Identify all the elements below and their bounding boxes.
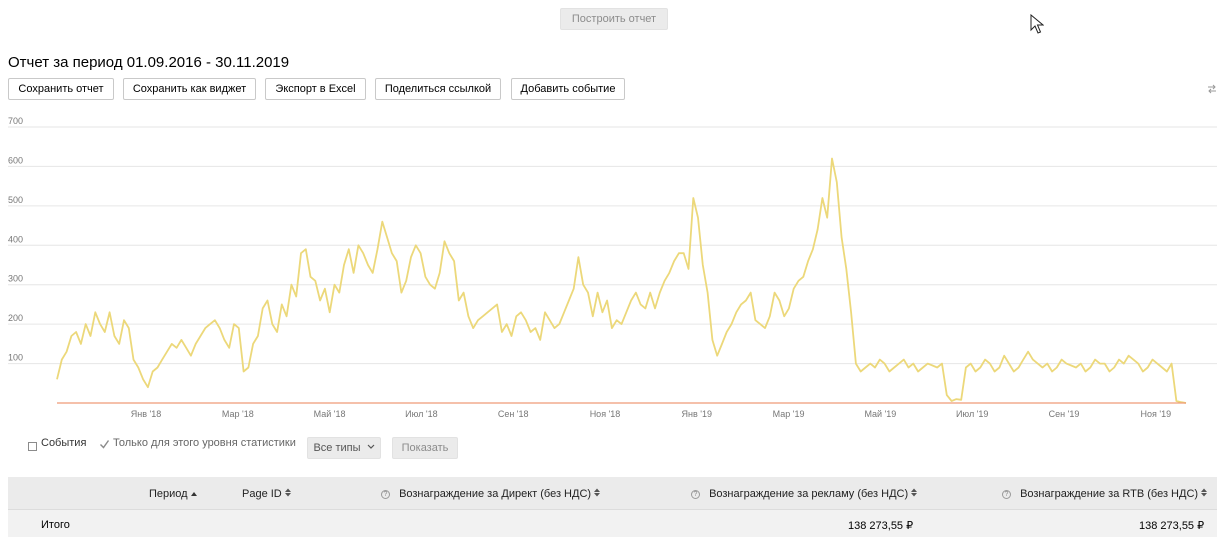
x-tick-label: Сен '19 [1049, 409, 1080, 419]
chevron-down-icon [367, 444, 374, 449]
x-tick-label: Май '19 [864, 409, 896, 419]
column-ad-reward[interactable]: ? Вознаграждение за рекламу (без НДС) [691, 488, 918, 500]
y-tick-label: 400 [8, 234, 23, 244]
column-page-id-label: Page ID [242, 488, 282, 500]
events-label: События [41, 437, 87, 449]
line-chart: 100 200 300 400 500 600 700 Янв '18 Мар '18 Май … [8, 116, 1217, 419]
y-axis: 100 200 300 400 500 600 700 [8, 116, 23, 363]
events-checkbox[interactable] [28, 442, 37, 451]
total-label: Итого [41, 519, 70, 531]
mouse-cursor-icon [1030, 14, 1044, 34]
x-tick-label: Июл '19 [956, 409, 989, 419]
y-tick-label: 600 [8, 155, 23, 165]
sort-asc-icon [190, 492, 197, 496]
column-rtb-reward-label: Вознаграждение за RTB (без НДС) [1020, 488, 1199, 500]
sort-icon [1201, 488, 1208, 497]
y-tick-label: 500 [8, 195, 23, 205]
x-tick-label: Ноя '19 [1140, 409, 1171, 419]
total-ad-reward: 138 273,55 ₽ [848, 520, 914, 532]
column-ad-reward-label: Вознаграждение за рекламу (без НДС) [709, 488, 909, 500]
chart-series [56, 157, 1187, 404]
x-tick-label: Сен '18 [498, 409, 529, 419]
sort-icon [594, 488, 601, 497]
save-as-widget-button[interactable]: Сохранить как виджет [123, 78, 256, 100]
y-tick-label: 100 [8, 353, 23, 363]
y-tick-label: 700 [8, 116, 23, 126]
series-line [56, 157, 1187, 404]
chart-settings-icon[interactable] [1207, 84, 1217, 94]
table-header: Период Page ID ? Вознаграждение за Дирек… [8, 477, 1217, 509]
column-direct-reward-label: Вознаграждение за Директ (без НДС) [399, 488, 592, 500]
checkmark-icon[interactable] [99, 439, 110, 450]
only-level-label: Только для этого уровня статистики [113, 437, 296, 449]
column-period[interactable]: Период [149, 488, 197, 500]
sort-icon [911, 488, 918, 497]
show-button[interactable]: Показать [392, 437, 458, 459]
all-types-dropdown[interactable]: Все типы [307, 437, 381, 459]
x-tick-label: Янв '19 [682, 409, 712, 419]
table-total-row: Итого 138 273,55 ₽ 138 273,55 ₽ [8, 509, 1217, 537]
column-page-id[interactable]: Page ID [242, 488, 291, 500]
help-icon[interactable]: ? [1002, 490, 1011, 499]
total-rtb-reward: 138 273,55 ₽ [1139, 520, 1205, 532]
add-event-button[interactable]: Добавить событие [511, 78, 625, 100]
report-title: Отчет за период 01.09.2016 - 30.11.2019 [8, 54, 290, 71]
sort-icon [284, 488, 291, 497]
export-excel-button[interactable]: Экспорт в Excel [265, 78, 366, 100]
x-axis: Янв '18 Мар '18 Май '18 Июл '18 Сен '18 Ноя '… [131, 409, 1171, 419]
x-tick-label: Янв '18 [131, 409, 161, 419]
column-period-label: Период [149, 488, 188, 500]
build-report-button[interactable]: Построить отчет [560, 8, 668, 30]
save-report-button[interactable]: Сохранить отчет [8, 78, 114, 100]
share-link-button[interactable]: Поделиться ссылкой [375, 78, 501, 100]
y-tick-label: 200 [8, 313, 23, 323]
column-direct-reward[interactable]: ? Вознаграждение за Директ (без НДС) [381, 488, 601, 500]
x-tick-label: Мар '19 [773, 409, 805, 419]
column-rtb-reward[interactable]: ? Вознаграждение за RTB (без НДС) [1002, 488, 1208, 500]
all-types-label: Все типы [313, 442, 361, 454]
y-tick-label: 300 [8, 274, 23, 284]
help-icon[interactable]: ? [381, 490, 390, 499]
x-tick-label: Июл '18 [405, 409, 438, 419]
x-tick-label: Май '18 [314, 409, 346, 419]
help-icon[interactable]: ? [691, 490, 700, 499]
x-tick-label: Мар '18 [222, 409, 254, 419]
x-tick-label: Ноя '18 [590, 409, 621, 419]
